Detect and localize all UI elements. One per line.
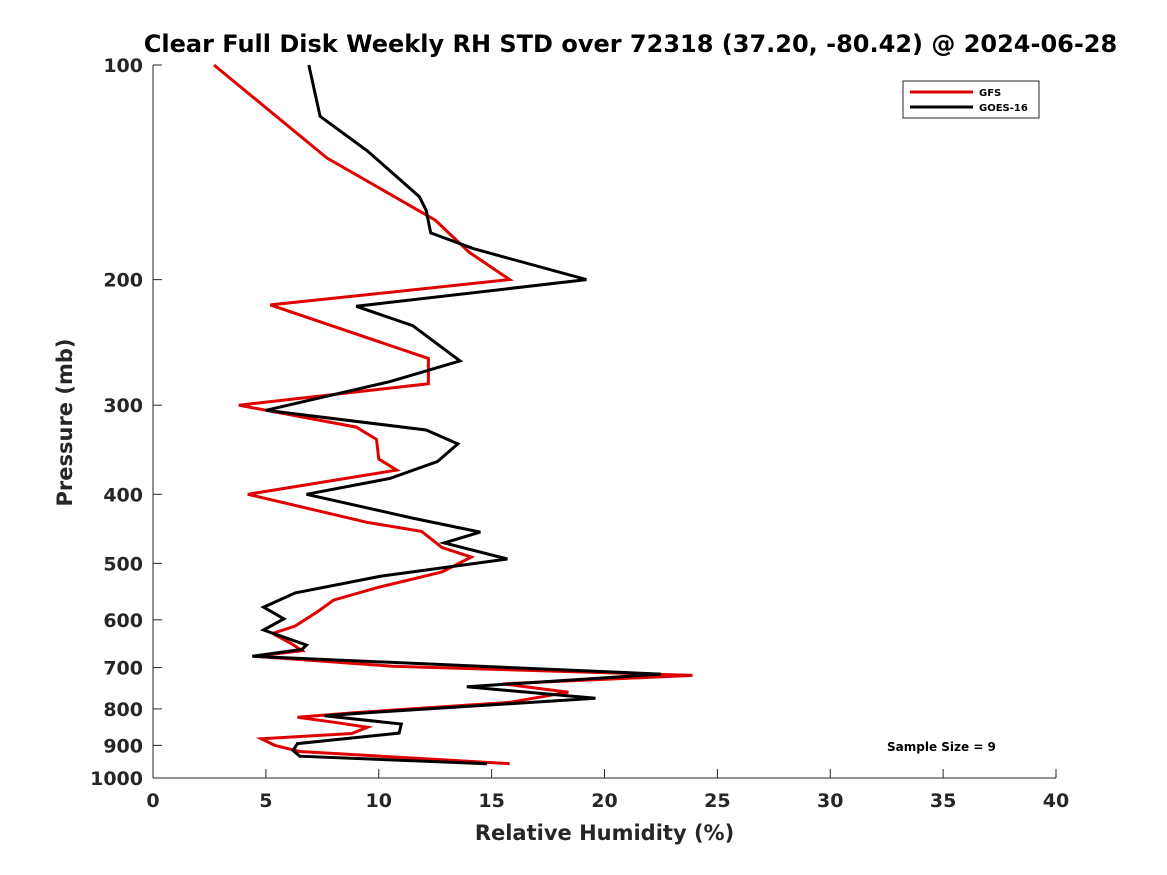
x-tick-label: 40 xyxy=(1043,790,1069,812)
y-tick-label: 900 xyxy=(103,735,143,757)
legend-label-goes16: GOES-16 xyxy=(979,103,1028,114)
x-axis-ticks: 0 5 10 15 20 25 30 35 40 xyxy=(146,769,1069,812)
legend-box xyxy=(902,80,1040,119)
y-tick-label: 1000 xyxy=(90,768,143,790)
x-tick-label: 35 xyxy=(930,790,956,812)
x-tick-label: 5 xyxy=(259,790,272,812)
y-tick-label: 400 xyxy=(103,484,143,506)
y-tick-label: 600 xyxy=(103,610,143,632)
y-tick-label: 800 xyxy=(103,699,143,721)
chart-title: Clear Full Disk Weekly RH STD over 72318… xyxy=(144,30,1117,58)
x-tick-label: 30 xyxy=(817,790,843,812)
series-lines xyxy=(213,63,693,766)
legend-label-gfs: GFS xyxy=(979,88,1001,99)
x-axis-label: Relative Humidity (%) xyxy=(475,821,734,845)
x-tick-label: 25 xyxy=(704,790,730,812)
x-tick-label: 0 xyxy=(146,790,159,812)
legend: GFS GOES-16 xyxy=(902,80,1040,119)
x-tick-label: 20 xyxy=(591,790,617,812)
sample-size-annotation: Sample Size = 9 xyxy=(887,740,996,754)
y-tick-label: 700 xyxy=(103,658,143,680)
y-tick-label: 200 xyxy=(103,270,143,292)
series-line-goes16 xyxy=(252,64,661,766)
y-tick-label: 300 xyxy=(103,395,143,417)
y-tick-label: 500 xyxy=(103,553,143,575)
y-tick-label: 100 xyxy=(103,55,143,77)
x-tick-label: 15 xyxy=(478,790,504,812)
y-axis-label: Pressure (mb) xyxy=(53,339,77,507)
y-axis-ticks: 100 200 300 400 500 600 700 800 900 1000 xyxy=(90,55,162,790)
series-line-gfs xyxy=(213,63,693,766)
x-tick-label: 10 xyxy=(366,790,392,812)
